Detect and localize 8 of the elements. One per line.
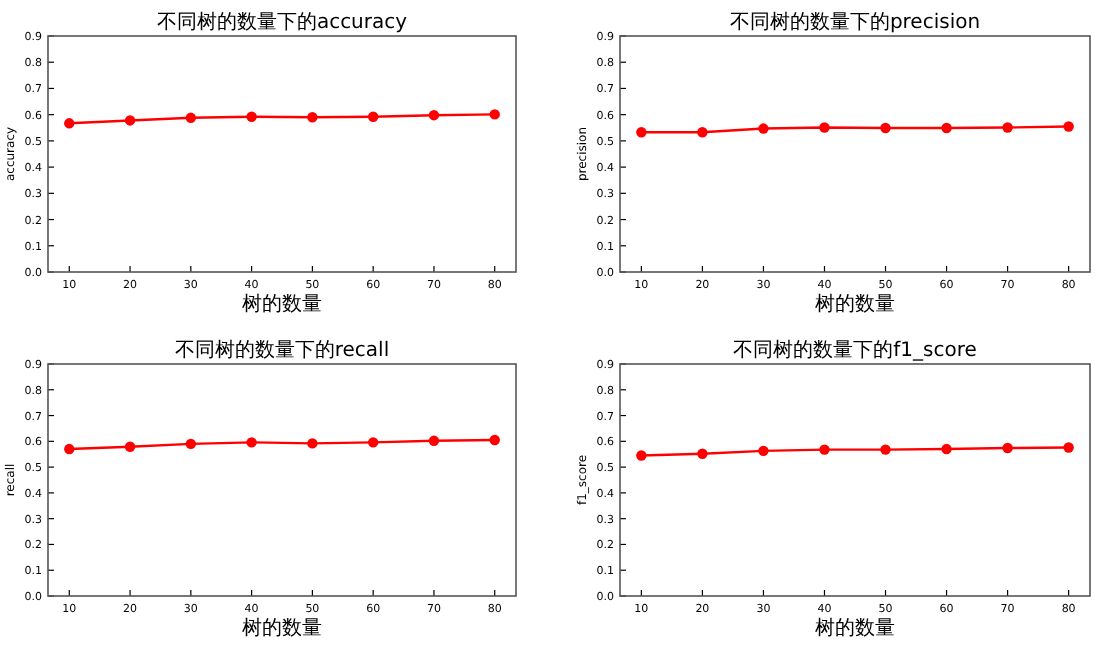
chart-title: 不同树的数量下的f1_score — [733, 338, 977, 362]
x-axis-title: 树的数量 — [242, 616, 322, 640]
x-axis-title: 树的数量 — [815, 616, 895, 640]
x-axis-title: 树的数量 — [242, 292, 322, 316]
chart-title: 不同树的数量下的precision — [729, 10, 981, 34]
chart-title: 不同树的数量下的accuracy — [156, 10, 408, 34]
x-axis-title: 树的数量 — [815, 292, 895, 316]
chart-title: 不同树的数量下的recall — [174, 338, 390, 362]
